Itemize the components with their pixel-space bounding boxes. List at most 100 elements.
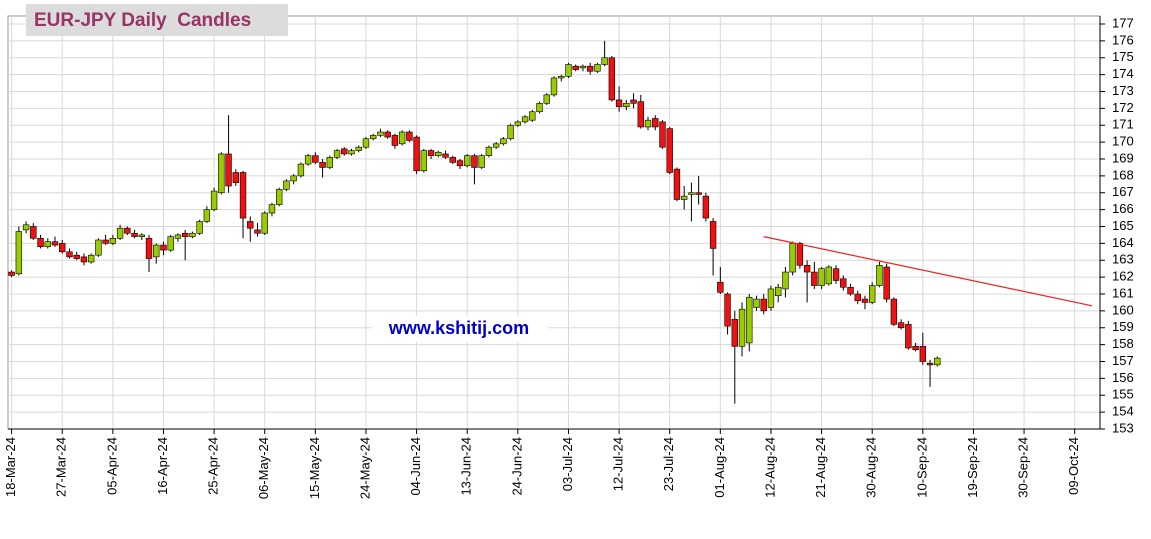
candle-body: [464, 155, 471, 167]
candle-body: [124, 227, 131, 234]
candle-body: [507, 124, 514, 140]
candle-body: [543, 94, 550, 104]
candle-body: [138, 234, 145, 237]
x-tick-label: 06-May-24: [256, 437, 271, 499]
candle-body: [796, 243, 804, 266]
candle-body: [73, 254, 80, 259]
candle-body: [565, 64, 572, 77]
candle-body: [840, 278, 847, 288]
candle-body: [601, 57, 608, 65]
candle-body: [767, 288, 775, 308]
candle-body: [239, 172, 247, 219]
candle-body: [391, 135, 399, 146]
y-tick-label: 177: [1112, 15, 1134, 30]
candles: [8, 40, 941, 404]
candle-body: [832, 268, 840, 281]
candle-body: [731, 319, 738, 347]
candle-body: [153, 244, 160, 258]
candle-body: [803, 265, 811, 273]
x-tick-label: 09-Oct-24: [1066, 437, 1081, 495]
candle-body: [854, 293, 861, 302]
candle-body: [15, 231, 23, 275]
y-tick-label: 155: [1112, 387, 1134, 402]
title-box: [26, 4, 288, 36]
candle-body: [341, 148, 348, 155]
candle-body: [818, 268, 825, 286]
candle-body: [189, 232, 196, 237]
candle-body: [883, 266, 890, 300]
x-tick-label: 04-Jun-24: [408, 437, 423, 496]
x-tick-label: 18-Mar-24: [3, 437, 18, 497]
y-tick-label: 164: [1112, 235, 1134, 250]
y-tick-label: 160: [1112, 302, 1134, 317]
candle-body: [59, 243, 66, 253]
candle-body: [869, 285, 876, 303]
candle-body: [702, 195, 710, 219]
y-tick-label: 165: [1112, 218, 1134, 233]
candle-body: [268, 204, 276, 214]
candle-body: [680, 195, 688, 200]
candle-body: [116, 227, 124, 239]
candle-body: [304, 155, 312, 165]
candle-body: [312, 155, 319, 163]
candle-body: [174, 234, 182, 239]
candle-body: [644, 119, 652, 128]
y-tick-label: 162: [1112, 269, 1134, 284]
candle-body: [384, 131, 391, 138]
y-tick-label: 161: [1112, 285, 1134, 300]
candle-body: [225, 153, 232, 187]
candle-body: [717, 281, 724, 293]
candle-body: [210, 190, 218, 210]
candle-body: [435, 151, 442, 156]
candle-body: [926, 362, 934, 366]
candle-body: [666, 128, 673, 173]
candle-body: [8, 271, 15, 276]
x-tick-label: 12-Jul-24: [611, 437, 626, 491]
candle-body: [51, 241, 59, 246]
candle-body: [760, 298, 767, 312]
candle-body: [529, 111, 536, 121]
candle-body: [897, 322, 905, 329]
candle-body: [333, 150, 341, 158]
y-tick-label: 158: [1112, 336, 1134, 351]
candle-body: [80, 256, 88, 263]
x-tick-label: 13-Jun-24: [459, 437, 474, 496]
x-tick-label: 05-Apr-24: [104, 437, 119, 495]
candle-body: [586, 65, 594, 72]
candle-body: [485, 146, 493, 156]
candle-body: [782, 271, 789, 290]
x-tick-label: 24-May-24: [357, 437, 372, 499]
candle-body: [652, 118, 659, 128]
candle-body: [521, 116, 529, 123]
candle-body: [637, 101, 644, 128]
y-tick-label: 159: [1112, 319, 1134, 334]
candle-body: [919, 346, 927, 362]
candle-body: [478, 155, 485, 168]
candle-body: [326, 157, 334, 168]
candle-body: [290, 175, 297, 182]
candle-body: [362, 138, 370, 148]
x-tick-label: 15-May-24: [307, 437, 322, 499]
candle-body: [738, 308, 746, 347]
candle-body: [789, 243, 796, 273]
candle-body: [709, 221, 717, 249]
y-tick-label: 172: [1112, 100, 1134, 115]
candle-body: [145, 238, 153, 259]
candle-body: [695, 192, 702, 195]
y-tick-label: 153: [1112, 420, 1134, 435]
candle-body: [615, 99, 623, 107]
candle-body: [825, 266, 833, 285]
x-tick-label: 21-Aug-24: [813, 437, 828, 498]
trendline: [763, 236, 1093, 307]
candle-body: [22, 224, 30, 231]
y-tick-label: 174: [1112, 66, 1134, 81]
x-tick-label: 23-Jul-24: [661, 437, 676, 491]
candle-body: [181, 232, 189, 237]
candle-body: [623, 103, 630, 107]
candle-body: [572, 65, 579, 70]
candle-body: [514, 121, 522, 126]
candle-body: [203, 209, 211, 222]
y-tick-label: 175: [1112, 49, 1134, 64]
y-tick-label: 169: [1112, 150, 1134, 165]
